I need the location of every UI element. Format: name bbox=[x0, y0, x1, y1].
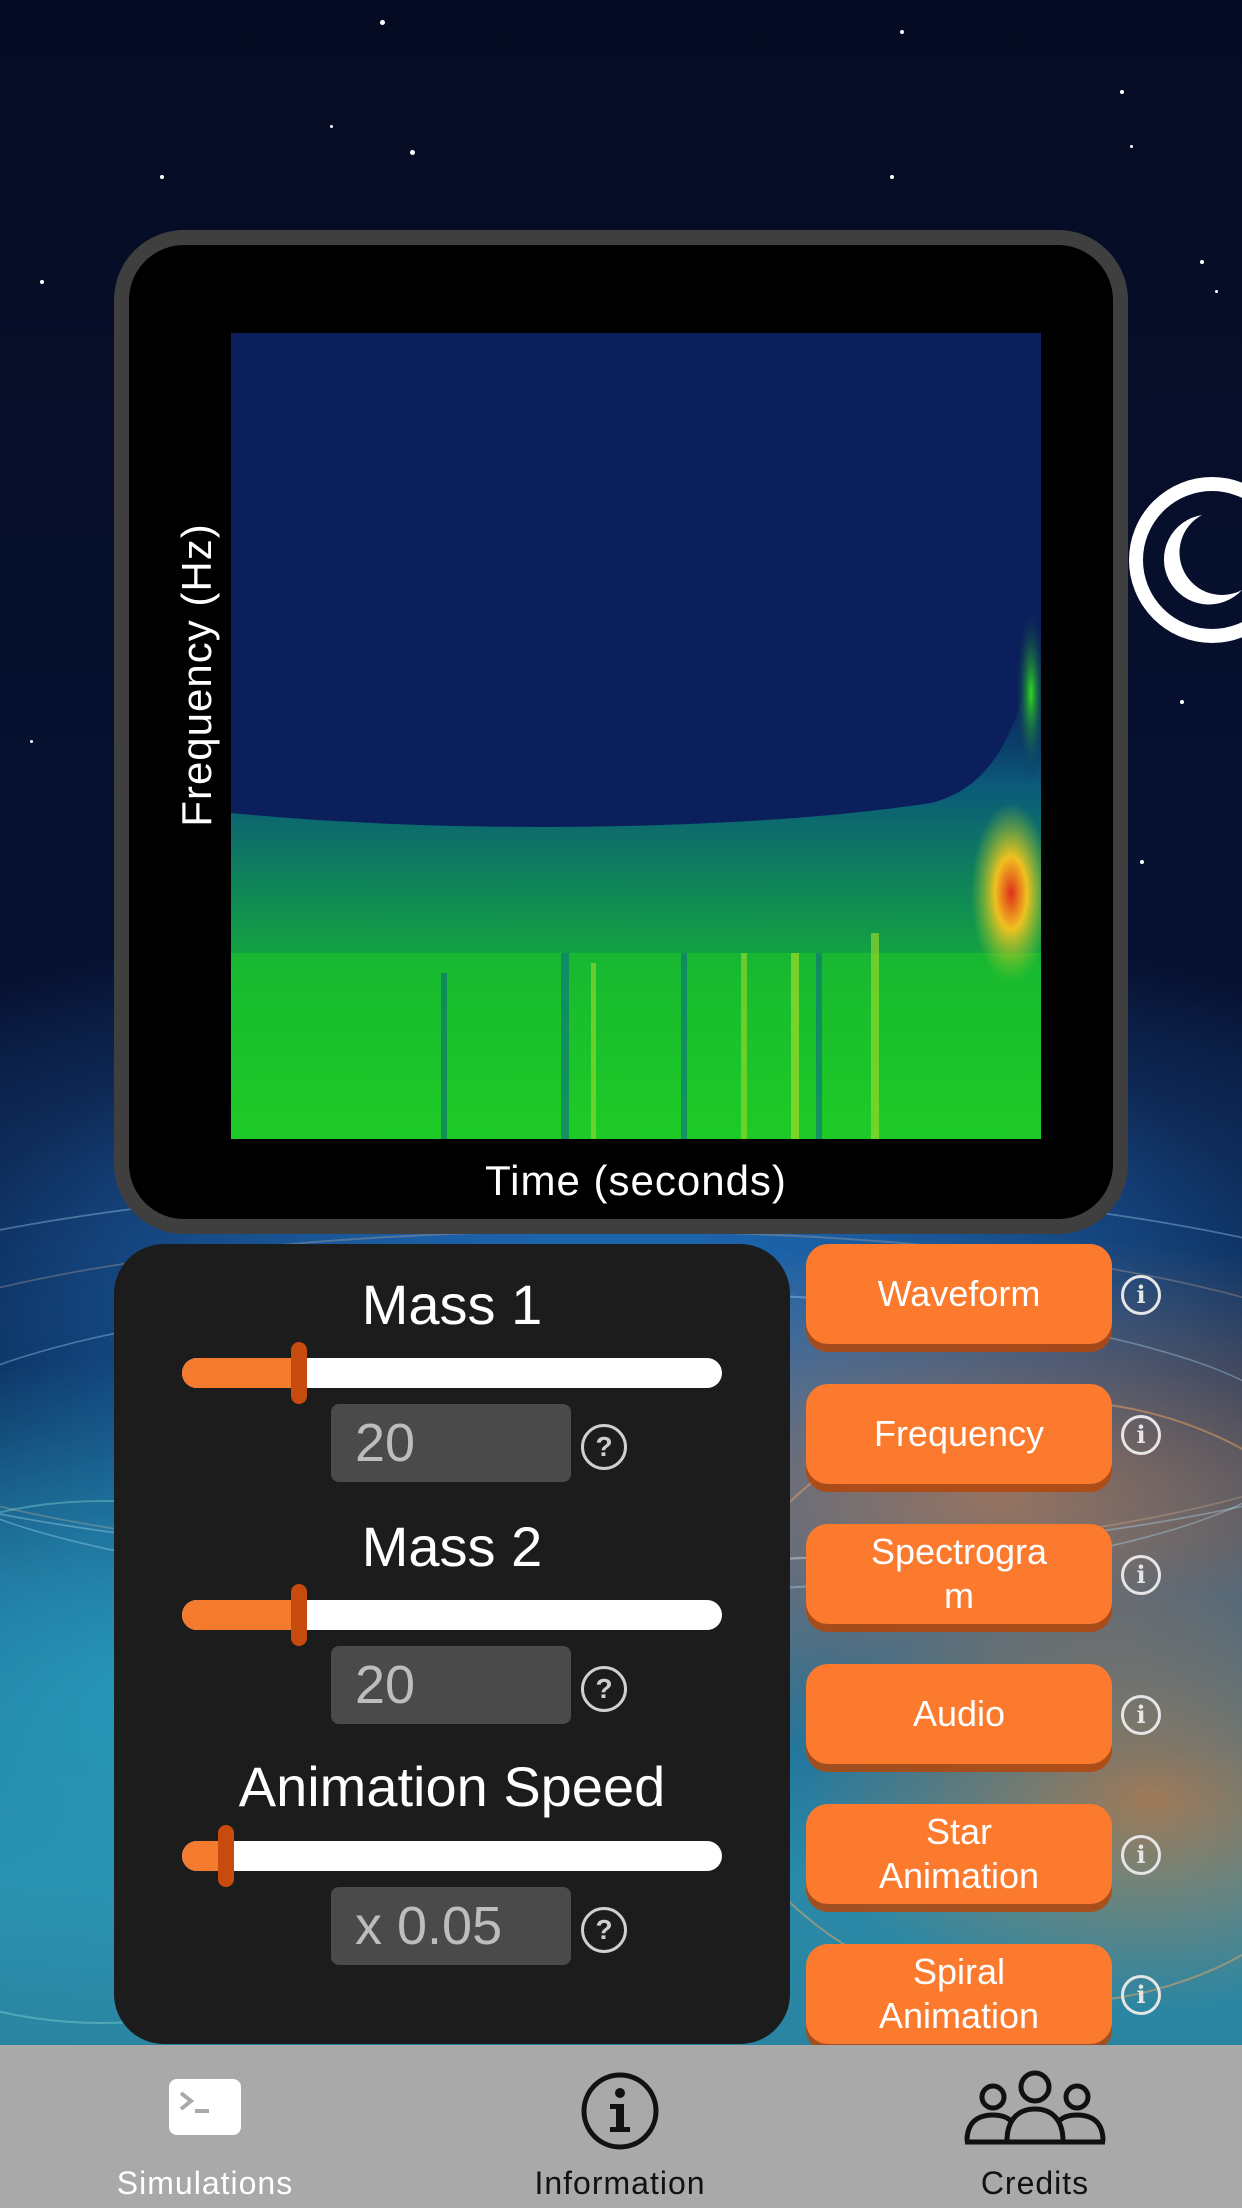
star bbox=[380, 20, 385, 25]
mass1-slider-fill bbox=[182, 1358, 300, 1388]
tab-simulations[interactable]: Simulations bbox=[55, 2045, 355, 2208]
star bbox=[1180, 700, 1184, 704]
tab-credits[interactable]: Credits bbox=[885, 2045, 1185, 2208]
star bbox=[1130, 145, 1133, 148]
frequency-button[interactable]: Frequency bbox=[806, 1384, 1112, 1484]
mass2-slider[interactable] bbox=[182, 1600, 722, 1630]
spectrogram-info-icon[interactable]: i bbox=[1121, 1555, 1161, 1595]
mass2-slider-fill bbox=[182, 1600, 300, 1630]
terminal-icon bbox=[169, 2079, 241, 2135]
spiral-animation-button[interactable]: Spiral Animation bbox=[806, 1944, 1112, 2044]
spectrogram-plot bbox=[231, 333, 1041, 1139]
mass2-value-field[interactable]: 20 bbox=[331, 1646, 571, 1724]
star bbox=[30, 740, 33, 743]
mass2-help-icon[interactable]: ? bbox=[581, 1666, 627, 1712]
star bbox=[1215, 290, 1218, 293]
tab-simulations-label: Simulations bbox=[116, 2165, 294, 2201]
audio-button[interactable]: Audio bbox=[806, 1664, 1112, 1764]
mass1-title: Mass 1 bbox=[361, 1273, 543, 1336]
star bbox=[1120, 90, 1124, 94]
parameters-panel: Mass 1 20 ? Mass 2 20 ? Animation Speed … bbox=[114, 1244, 790, 2044]
audio-label: Audio bbox=[912, 1693, 1006, 1734]
star-animation-button[interactable]: Star Animation bbox=[806, 1804, 1112, 1904]
star bbox=[40, 280, 44, 284]
mass1-slider[interactable] bbox=[182, 1358, 722, 1388]
x-axis-label: Time (seconds) bbox=[485, 1157, 787, 1204]
audio-info-icon[interactable]: i bbox=[1121, 1695, 1161, 1735]
spectrogram-button[interactable]: Spectrogra m bbox=[806, 1524, 1112, 1624]
star bbox=[900, 30, 904, 34]
waveform-button[interactable]: Waveform bbox=[806, 1244, 1112, 1344]
star bbox=[410, 150, 415, 155]
spiral-animation-info-icon[interactable]: i bbox=[1121, 1975, 1161, 2015]
tab-credits-label: Credits bbox=[980, 2165, 1090, 2201]
waveform-info-icon[interactable]: i bbox=[1121, 1275, 1161, 1315]
frequency-info-icon[interactable]: i bbox=[1121, 1415, 1161, 1455]
mass2-slider-thumb[interactable] bbox=[291, 1584, 308, 1646]
people-icon bbox=[964, 2070, 1106, 2145]
spectrogram-image bbox=[231, 333, 1041, 1139]
tab-bar: Simulations Information Credits bbox=[0, 2045, 1242, 2208]
star-animation-info-icon[interactable]: i bbox=[1121, 1835, 1161, 1875]
speed-help-icon[interactable]: ? bbox=[581, 1907, 627, 1953]
tab-information-label: Information bbox=[534, 2165, 706, 2201]
waveform-label: Waveform bbox=[877, 1273, 1041, 1314]
mass2-title: Mass 2 bbox=[361, 1515, 543, 1578]
star bbox=[890, 175, 894, 179]
mass1-help-icon[interactable]: ? bbox=[581, 1424, 627, 1470]
moon-icon[interactable] bbox=[1122, 475, 1242, 645]
frequency-label: Frequency bbox=[873, 1413, 1045, 1454]
star-animation-label: Star Animation bbox=[878, 1811, 1040, 1896]
star bbox=[330, 125, 333, 128]
speed-title: Animation Speed bbox=[238, 1755, 666, 1818]
spectrogram-panel: Frequency (Hz) Time (seconds) bbox=[114, 230, 1128, 1234]
tab-information[interactable]: Information bbox=[470, 2045, 770, 2208]
status-bar bbox=[0, 0, 1242, 60]
spiral-animation-label: Spiral Animation bbox=[878, 1951, 1040, 2036]
star bbox=[1140, 860, 1144, 864]
spectrogram-label: Spectrogra m bbox=[870, 1531, 1048, 1616]
speed-slider-thumb[interactable] bbox=[218, 1825, 235, 1887]
info-circle-icon bbox=[581, 2072, 659, 2150]
mass1-slider-thumb[interactable] bbox=[291, 1342, 308, 1404]
star bbox=[1200, 260, 1204, 264]
star bbox=[160, 175, 164, 179]
speed-value-field[interactable]: x 0.05 bbox=[331, 1887, 571, 1965]
mass1-value-field[interactable]: 20 bbox=[331, 1404, 571, 1482]
speed-slider[interactable] bbox=[182, 1841, 722, 1871]
y-axis-label: Frequency (Hz) bbox=[173, 523, 220, 827]
